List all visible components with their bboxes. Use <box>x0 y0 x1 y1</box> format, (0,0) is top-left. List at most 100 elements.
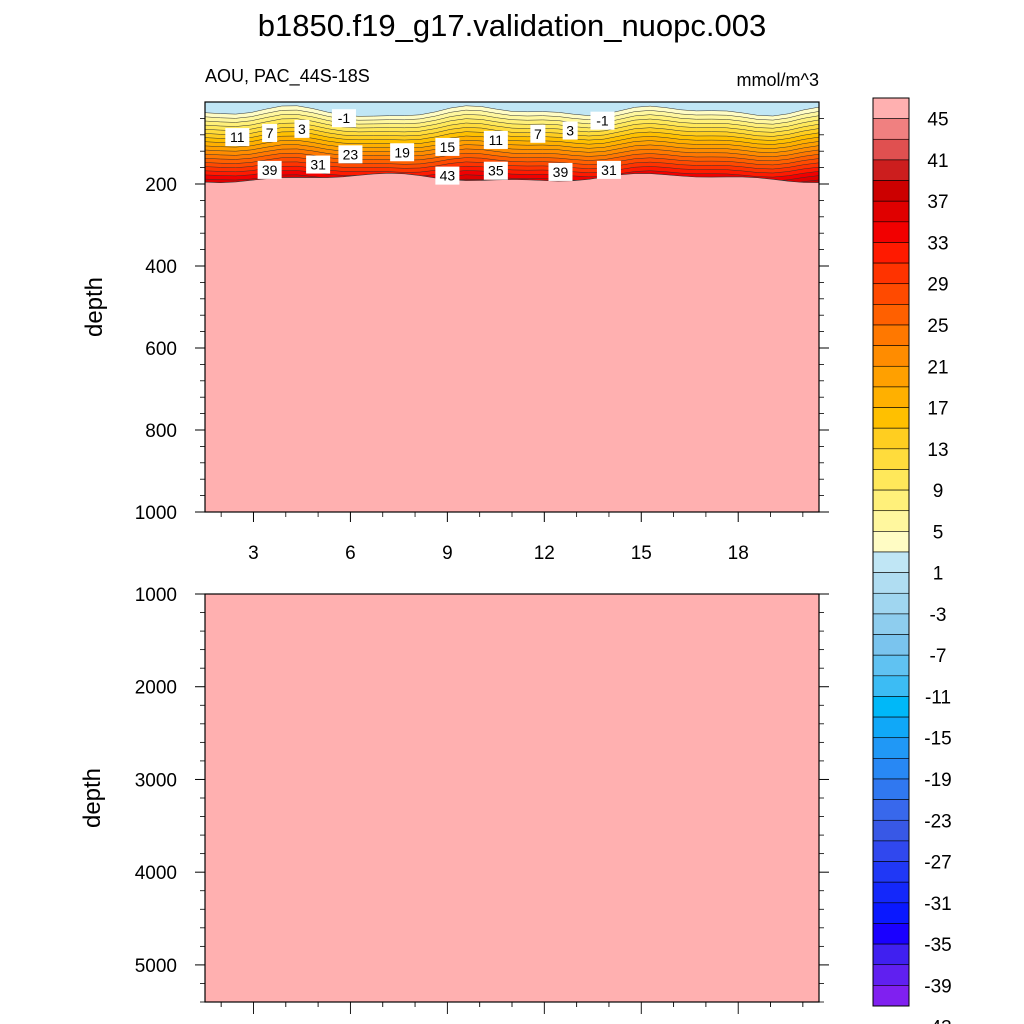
colorbar-frame <box>872 97 910 1007</box>
colorbar-label: -19 <box>924 770 951 791</box>
colorbar-label: 41 <box>927 151 948 172</box>
colorbar-box <box>872 572 910 594</box>
upper-contour-labels: -1 -1 3 3 7 7 11 11 15 19 23 31 31 35 39 39 43 <box>225 109 621 185</box>
colorbar-label: -23 <box>924 811 951 832</box>
colorbar-label: -11 <box>925 687 951 708</box>
colorbar-box <box>872 242 910 264</box>
contour-label: 31 <box>601 162 617 178</box>
colorbar-box <box>872 737 910 759</box>
contour-label-box <box>390 143 415 162</box>
upper-contour-fill <box>205 102 819 512</box>
contour-label-box <box>596 160 621 179</box>
colorbar-box <box>872 159 910 181</box>
contour-label-box <box>548 162 573 181</box>
contour-label: -1 <box>338 110 351 126</box>
colorbar-box <box>872 819 910 842</box>
upper-plot-frame <box>204 101 820 513</box>
colorbar-box <box>872 221 910 243</box>
contour-label-box <box>435 166 460 185</box>
colorbar-box <box>872 716 910 739</box>
colorbar-label: 13 <box>927 440 948 461</box>
contour-label: 39 <box>553 164 569 180</box>
colorbar-box <box>872 283 910 305</box>
colorbar-label: 17 <box>927 399 948 420</box>
colorbar-box <box>872 365 910 388</box>
colorbar-box <box>872 200 910 223</box>
colorbar-box <box>872 97 910 119</box>
colorbar-box <box>872 118 910 140</box>
colorbar-label: 9 <box>933 481 944 502</box>
panel-units-string: mmol/m^3 <box>737 70 819 90</box>
colorbar-box <box>872 531 910 553</box>
contour-label: 7 <box>266 125 274 141</box>
upper-ytick-label: 800 <box>145 421 177 442</box>
colorbar-box <box>872 881 910 904</box>
colorbar-label: -35 <box>924 935 951 956</box>
upper-xtick-label: 3 <box>248 543 259 564</box>
colorbar: 45 41 37 33 29 25 21 17 13 9 5 1 -3 -7 -11 -15 -19 -23 -27… <box>872 97 952 1024</box>
lower-ylabel: depth <box>79 768 106 828</box>
colorbar-label: 1 <box>933 564 944 585</box>
contour-label-box <box>483 130 508 149</box>
contour-label-box <box>530 124 546 143</box>
colorbar-label: 5 <box>933 522 944 543</box>
chart-title: b1850.f19_g17.validation_nuopc.003 <box>258 8 767 43</box>
contour-label: 19 <box>394 144 410 160</box>
colorbar-box <box>872 861 910 883</box>
contour-label: -1 <box>596 113 609 129</box>
colorbar-box <box>872 448 910 470</box>
colorbar-box <box>872 324 910 346</box>
colorbar-label: 45 <box>927 110 948 131</box>
upper-ylabel: depth <box>81 277 108 337</box>
upper-panel: 200 400 600 800 1000 3 6 9 12 15 18 -1 -1 3 3 7 7 11 11 15… <box>81 101 829 564</box>
colorbar-label: -7 <box>930 646 947 667</box>
colorbar-box <box>872 407 910 429</box>
colorbar-label: -39 <box>924 976 951 997</box>
contour-label-box <box>435 137 460 156</box>
colorbar-box <box>872 634 910 656</box>
colorbar-box <box>872 345 910 367</box>
contour-label-box <box>294 119 310 138</box>
upper-ytick-label: 600 <box>145 339 177 360</box>
contour-label-box <box>590 111 615 130</box>
colorbar-box <box>872 489 910 512</box>
lower-axis-ticks: 1000 2000 3000 4000 5000 <box>135 585 829 1014</box>
upper-xtick-label: 6 <box>345 543 356 564</box>
contour-label-box <box>262 123 278 142</box>
colorbar-box <box>872 840 910 862</box>
upper-ytick-label: 200 <box>145 175 177 196</box>
lower-ytick-label: 5000 <box>135 956 177 977</box>
colorbar-label: 33 <box>927 233 948 254</box>
colorbar-label: -15 <box>924 729 951 750</box>
colorbar-box <box>872 654 910 677</box>
contour-label: 23 <box>343 146 359 162</box>
colorbar-box <box>872 799 910 821</box>
upper-ytick-label: 400 <box>145 257 177 278</box>
colorbar-label: -43 <box>924 1018 951 1024</box>
contour-label: 3 <box>298 121 306 137</box>
colorbar-label: 25 <box>927 316 948 337</box>
colorbar-box <box>872 469 910 491</box>
colorbar-box <box>872 386 910 408</box>
colorbar-box <box>872 304 910 326</box>
lower-ytick-label: 2000 <box>135 678 177 699</box>
contour-label: 11 <box>489 132 504 148</box>
colorbar-label: 29 <box>927 275 948 296</box>
colorbar-box <box>872 758 910 780</box>
contour-label-box <box>225 128 250 147</box>
upper-xtick-label: 15 <box>631 543 652 564</box>
contour-label: 11 <box>230 129 245 145</box>
contour-label: 15 <box>440 139 456 155</box>
colorbar-box <box>872 964 910 986</box>
contour-label: 31 <box>310 157 326 173</box>
colorbar-box <box>872 923 910 945</box>
colorbar-box <box>872 985 910 1007</box>
upper-xtick-label: 9 <box>442 543 453 564</box>
upper-axis-ticks: 200 400 600 800 1000 3 6 9 12 15 18 <box>135 118 829 564</box>
lower-plot-frame <box>204 593 820 1003</box>
contour-label-box <box>306 155 331 174</box>
colorbar-box <box>872 778 910 800</box>
colorbar-box <box>872 943 910 966</box>
lower-ytick-label: 3000 <box>135 770 177 791</box>
